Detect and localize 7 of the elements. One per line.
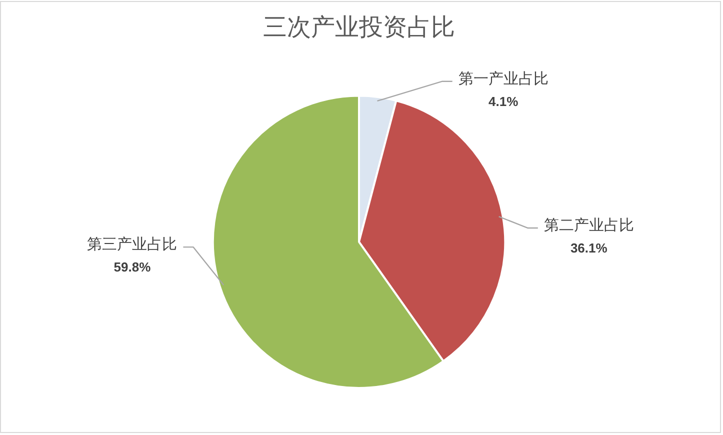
slice-label: 第一产业占比 bbox=[458, 70, 548, 88]
chart-title: 三次产业投资占比 bbox=[263, 14, 455, 42]
data-label: 59.8% bbox=[114, 260, 152, 275]
data-label: 4.1% bbox=[488, 94, 519, 109]
slice-label: 第三产业占比 bbox=[87, 236, 178, 254]
slice-label: 第二产业占比 bbox=[544, 217, 634, 234]
data-label: 36.1% bbox=[570, 240, 608, 256]
